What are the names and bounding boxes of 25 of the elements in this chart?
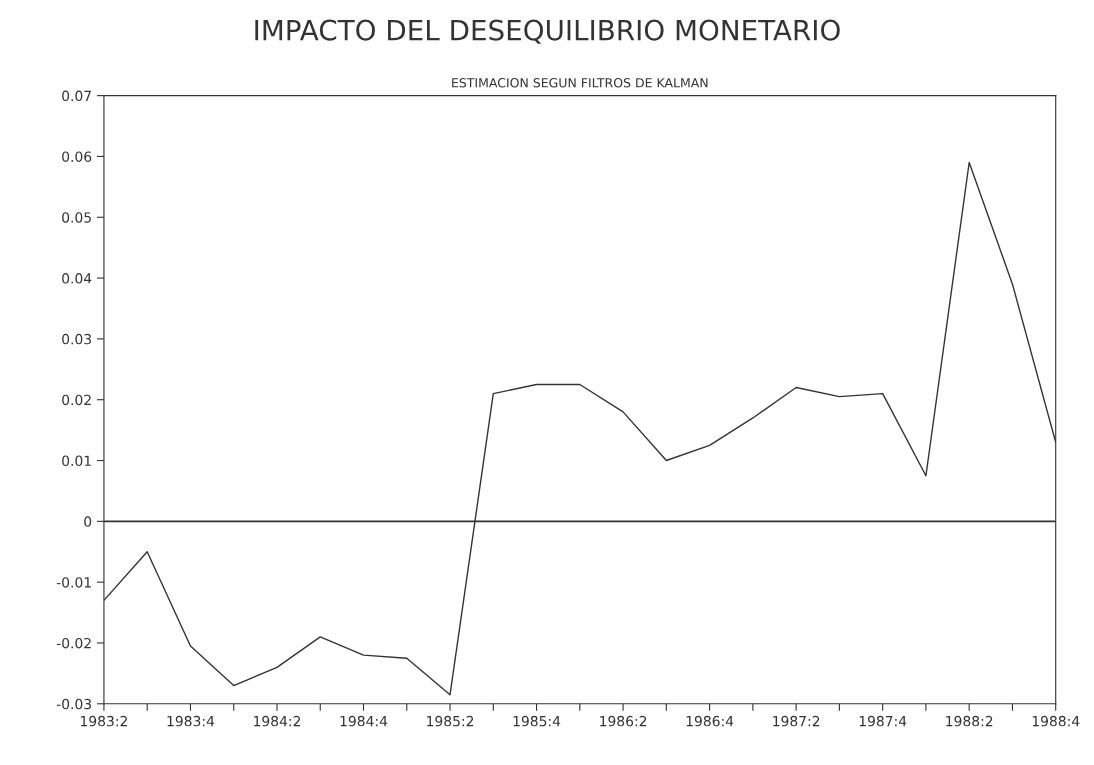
y-tick-label: 0.07	[62, 90, 91, 102]
x-tick-label: 1983:4	[167, 715, 215, 727]
x-tick-label: 1984:4	[340, 715, 388, 727]
chart-subtitle: ESTIMACION SEGUN FILTROS DE KALMAN	[452, 78, 708, 88]
x-tick-label: 1985:4	[513, 715, 561, 727]
y-tick-label: 0.03	[62, 333, 92, 345]
y-tick-label: 0.02	[62, 394, 91, 406]
y-tick-label: -0.01	[56, 577, 91, 588]
y-tick-label: 0	[84, 516, 92, 527]
y-tick-label: 0.05	[62, 212, 91, 223]
y-tick-label: 0.04	[62, 273, 92, 284]
x-tick-label: 1985:2	[427, 715, 474, 727]
x-tick-label: 1984:2	[254, 715, 301, 727]
x-tick-label: 1987:2	[773, 715, 820, 727]
x-tick-label: 1988:2	[946, 715, 993, 727]
x-tick-label: 1986:4	[686, 715, 734, 727]
y-tick-label: 0.06	[62, 151, 92, 162]
y-tick-label: 0.01	[62, 455, 91, 466]
x-tick-label: 1986:2	[600, 715, 647, 727]
y-tick-label: -0.03	[56, 698, 92, 710]
x-tick-label: 1983:2	[81, 715, 127, 727]
chart-title: IMPACTO DEL DESEQUILIBRIO MONETARIO	[255, 19, 840, 44]
y-tick-label: -0.02	[56, 637, 91, 649]
x-tick-label: 1987:4	[859, 715, 907, 727]
x-tick-label: 1988:4	[1032, 715, 1080, 727]
